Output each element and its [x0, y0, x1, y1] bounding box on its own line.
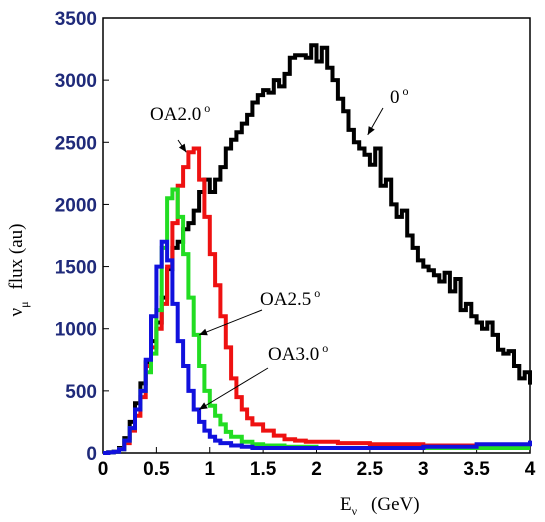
- y-axis-label: νμflux (au): [6, 224, 31, 317]
- arrowhead-icon: [199, 402, 208, 410]
- series-line-4: [103, 239, 532, 455]
- series-line-1: [103, 43, 532, 455]
- series-line-3: [103, 187, 530, 455]
- y-tick-label: 2500: [55, 133, 97, 154]
- x-tick-label: 2: [311, 459, 322, 480]
- y-tick-label: 1500: [55, 258, 97, 279]
- x-tick-label: 3: [418, 459, 429, 480]
- annotation-arrow: [198, 367, 269, 410]
- y-tick-label: 0: [86, 444, 97, 465]
- x-tick-label: 0.5: [143, 459, 170, 480]
- y-tick-label: 2000: [55, 195, 97, 216]
- y-tick-label: 3500: [55, 9, 97, 30]
- x-tick-label: 3.5: [463, 459, 490, 480]
- x-tick-label: 2.5: [357, 459, 384, 480]
- y-tick-label: 1000: [55, 320, 97, 341]
- arrowhead-icon: [367, 126, 375, 135]
- x-axis-label: Eν (GeV): [340, 494, 420, 518]
- arrowhead-icon: [178, 143, 187, 153]
- annotation-arrow: [198, 309, 263, 336]
- annotation-label: OA3.0 o: [268, 341, 328, 365]
- series-line-2: [103, 146, 530, 455]
- x-tick-label: 1: [204, 459, 215, 480]
- x-tick-label: 0: [98, 459, 109, 480]
- y-tick-label: 500: [65, 382, 97, 403]
- plot-frame: [102, 17, 531, 454]
- x-tick-label: 4: [525, 459, 536, 480]
- annotation-label: OA2.0 o: [150, 101, 210, 125]
- annotation-label: OA2.5 o: [260, 286, 320, 310]
- x-tick-label: 1.5: [250, 459, 277, 480]
- y-tick-label: 3000: [55, 71, 97, 92]
- arrowhead-icon: [199, 328, 208, 336]
